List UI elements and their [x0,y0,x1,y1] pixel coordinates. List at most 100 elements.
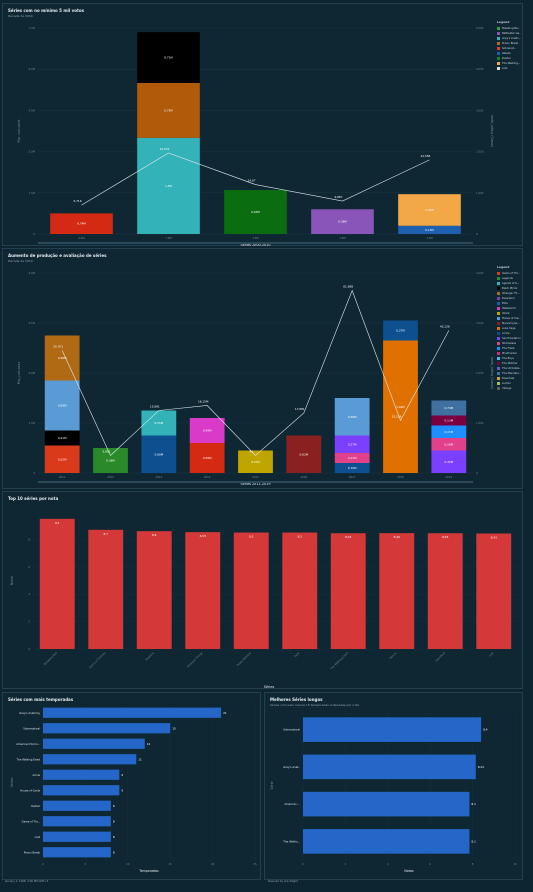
legend-item[interactable]: Prison Break [497,41,521,46]
line-point-label: 14,97 [247,179,255,183]
legend-item[interactable]: Lucifer [497,381,521,386]
legend-item[interactable]: Sobrenat... [497,46,521,51]
x-tick-label: 2014 [204,475,211,479]
x-tick-label: 8 [472,862,474,866]
chart4-svg[interactable]: 0 5 10 15 20 25 Temporadas Séries Grey's Anatomy… [3,693,262,881]
legend-item[interactable]: Weeds [497,51,521,56]
footer-date: January 1, 1998, 2:00 PM GMT+3 [5,880,49,883]
legend-item[interactable]: Elite [497,301,521,306]
legend-item[interactable]: Legends [497,276,521,281]
legend-item[interactable]: Ozark [497,311,521,316]
legend-item[interactable]: Vikings [497,386,521,391]
chart4-title: Séries com mais temporadas [8,697,74,702]
x-tick-label: 2012 [107,475,114,479]
chart5-svg[interactable]: 0 2 4 6 8 10 Notas Série Sobrenatural 8,4 Grey's A… [265,693,524,881]
legend-item[interactable]: Dexter [497,56,521,61]
legend-label: The Mandalo... [502,372,521,375]
legend-item[interactable]: Arrow [497,331,521,336]
legend-item[interactable]: Daredevil [497,296,521,301]
x-tick-label: 6 [429,862,431,866]
legend-label: Sobrenat... [502,47,517,50]
legend-item[interactable]: House of Car... [497,316,521,321]
bar [43,785,120,796]
bar-label: 0,27M [251,460,260,464]
legend-title: Legend [497,20,510,24]
bar-segment [44,380,80,431]
legend-item[interactable]: The Witcher [497,361,521,366]
legend-item[interactable]: Sex Education [497,336,521,341]
chart2-svg[interactable]: 0 0 1,5M 1,000 3,0M 2,000 4,5M 3,000 6,0M 4,000 Po… [3,249,524,490]
bar-label: 8 [113,850,115,854]
x-tick-label: Sherlock [144,651,155,662]
legend-item[interactable]: Agents of S... [497,281,521,286]
y2-tick-label: 3,000 [476,321,484,325]
legend-item[interactable]: Marvel's Jes... [497,321,521,326]
y-axis-label: Séries [10,777,14,787]
y-tick-label: 1,5M [29,191,35,195]
bar-label: 8,1 [471,802,476,806]
x-tick-label: 1,5M [426,236,432,240]
y-tick-label: Lost [35,835,40,839]
legend-swatch [497,287,500,290]
bar-segment [334,453,370,463]
bar-label: 0,13M [445,419,454,423]
legend-item[interactable]: Shameless [497,341,521,346]
legend-item[interactable]: The Boys [497,356,521,361]
y2-axis-label: Imdb_rating (Soma) [490,115,494,147]
line-series [81,152,430,206]
bar-label: 0,15M [445,430,454,434]
legend-swatch [497,317,500,320]
legend-swatch [497,352,500,355]
x-tick-label: The Walking Dead [329,651,349,671]
legend-item[interactable]: Stranger Th... [497,291,521,296]
bar-label: 8 [113,804,115,808]
line-point-label: 15,891 [150,405,160,409]
legend-swatch [497,327,500,330]
legend-item[interactable]: Lost [497,66,521,71]
legend-swatch [497,322,500,325]
bar-label: 0,36M [445,460,454,464]
legend-swatch [497,42,500,45]
bar-segment [44,430,80,446]
legend-item[interactable]: The Mandalo... [497,371,521,376]
bar-segment [431,450,467,473]
chart1-svg[interactable]: 0 0 1,5M 1,000 3,0M 2,000 4,5M 3,000 6,0M 4,000 7,… [3,4,524,247]
bar-label: 0,68M [155,452,164,456]
footer-powered: Powered by QuickSight [268,880,298,883]
chart3-svg[interactable]: 0 2 4 6 8 Notas Séries 9,5 Breaking Bad 8,7 Game o… [3,492,524,690]
legend-item[interactable]: Luke Cage [497,326,521,331]
bar [43,816,111,827]
bar-segment [137,137,200,234]
legend-label: Weeds [502,52,511,55]
chart1-title: Séries com no mínimo 5 mil votos [8,8,85,13]
legend-swatch [497,362,500,365]
legend-item[interactable]: Grey's Anato... [497,36,521,41]
chart1-panel: Séries com no mínimo 5 mil votos Década … [2,3,524,247]
chart5-subtitle: Séries com pelo menos 15 temporadas orde… [270,703,360,707]
legend-label: House of Car... [502,317,521,320]
legend-item[interactable]: Breaking Ba... [497,26,521,31]
bar-label: 1,02M [396,405,405,409]
bar-segment [189,443,225,473]
bar [43,831,111,842]
x-tick-label: 2013 [156,475,163,479]
legend-item[interactable]: The Walking... [497,61,521,66]
legend-item[interactable]: Westworld [497,306,521,311]
legend-item[interactable]: Black Mirror [497,286,521,291]
bar-label: 11 [138,757,142,761]
bar [43,800,111,811]
legend-item[interactable]: Battlestar Ga... [497,31,521,36]
legend-item[interactable]: The Flash [497,346,521,351]
x-tick-label: 5 [85,862,87,866]
chart1-legend[interactable]: Legend Breaking Ba... Battlestar Ga... Grey… [497,20,521,71]
chart2-legend[interactable]: Legend Game of Thr... Legends Agents of S..… [497,265,521,391]
legend-item[interactable]: Game of Thr... [497,271,521,276]
legend-item[interactable]: The Umbrella... [497,366,521,371]
scrollbar [38,242,473,244]
legend-item[interactable]: Riverdale [497,376,521,381]
line-point-label: 17,681 [295,407,305,411]
x-tick-label: 2018 [397,475,404,479]
chart2-title: Aumento de produção e avaliação de série… [8,253,107,258]
legend-swatch [497,32,500,35]
legend-item[interactable]: Mindhunter [497,351,521,356]
